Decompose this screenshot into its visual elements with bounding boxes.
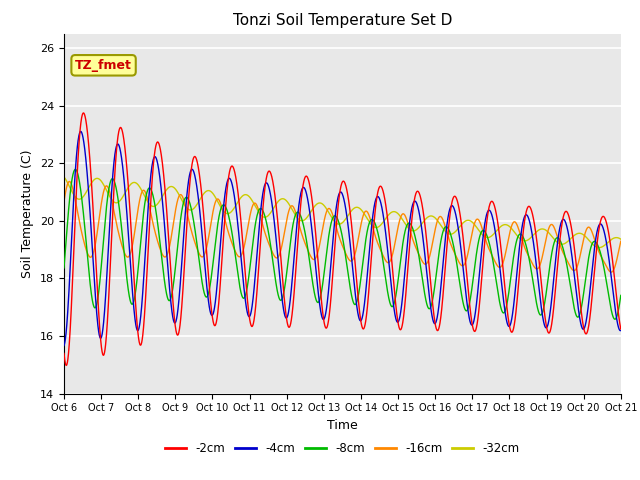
X-axis label: Time: Time	[327, 419, 358, 432]
Legend: -2cm, -4cm, -8cm, -16cm, -32cm: -2cm, -4cm, -8cm, -16cm, -32cm	[160, 437, 525, 460]
Title: Tonzi Soil Temperature Set D: Tonzi Soil Temperature Set D	[233, 13, 452, 28]
Y-axis label: Soil Temperature (C): Soil Temperature (C)	[22, 149, 35, 278]
Text: TZ_fmet: TZ_fmet	[75, 59, 132, 72]
